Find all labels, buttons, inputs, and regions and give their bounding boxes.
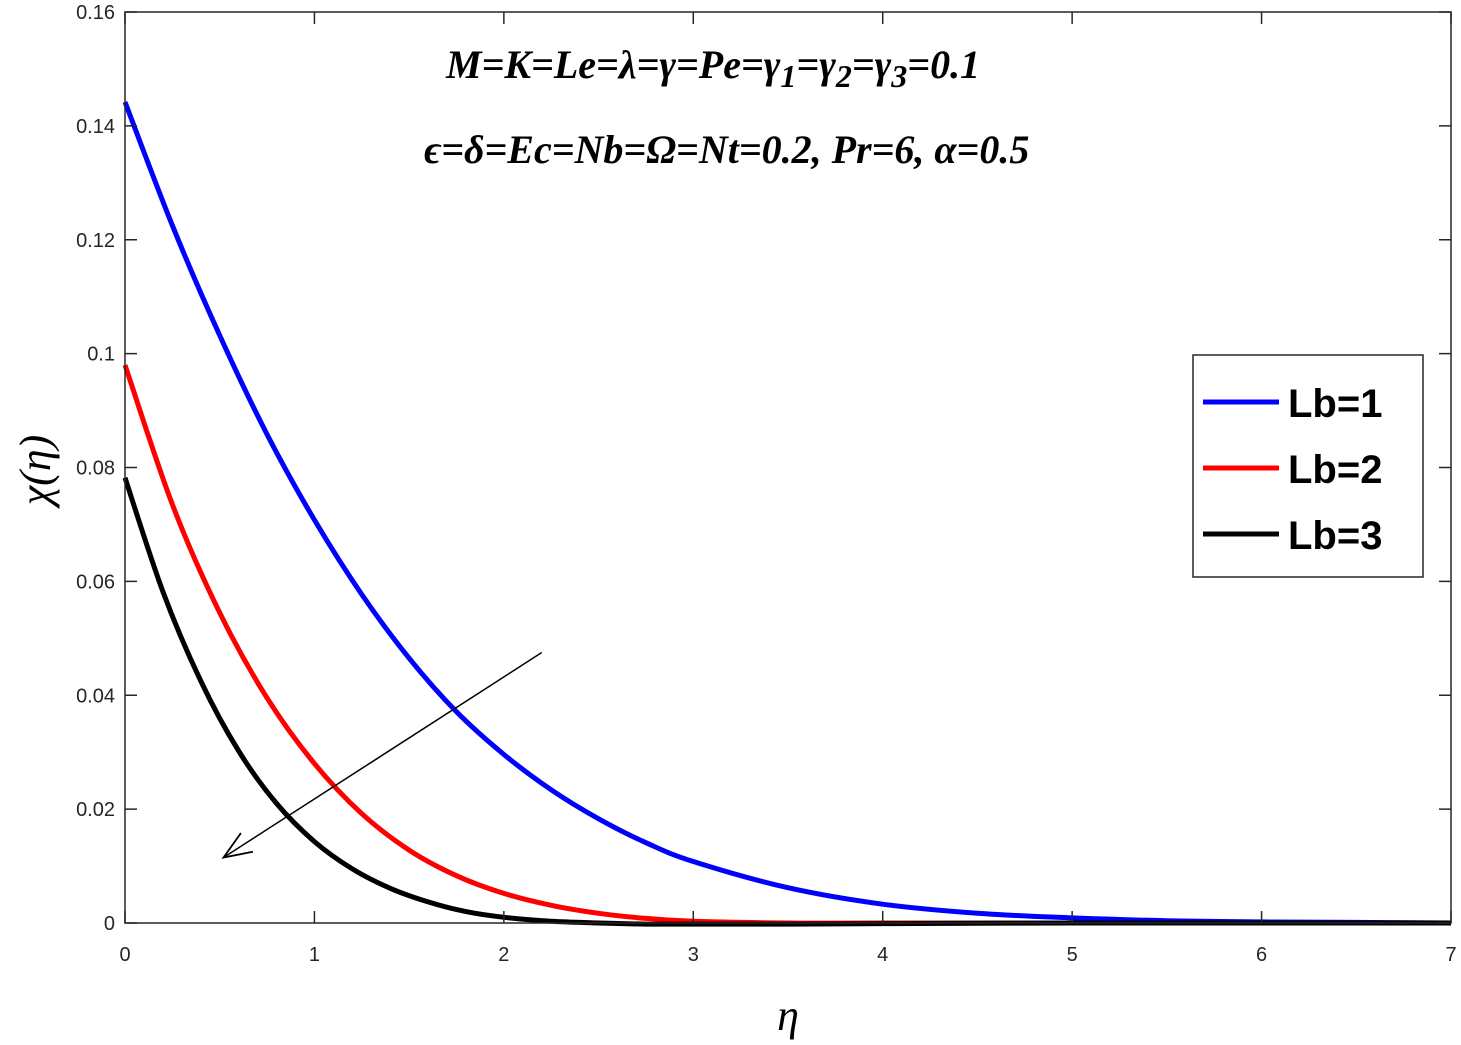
series-line-1 — [122, 101, 1452, 926]
y-tick-label: 0 — [104, 913, 115, 935]
x-tick-label: 5 — [1067, 944, 1078, 966]
x-tick-label: 4 — [877, 944, 888, 966]
y-tick-label: 0.04 — [76, 685, 115, 707]
y-tick-label: 0.14 — [76, 116, 115, 138]
y-tick-label: 0.02 — [76, 799, 115, 821]
legend-label-2: Lb=2 — [1288, 448, 1382, 492]
y-tick-label: 0.06 — [76, 571, 115, 593]
x-tick-label: 1 — [309, 944, 320, 966]
legend-label-3: Lb=3 — [1288, 514, 1382, 558]
y-tick-label: 0.08 — [76, 458, 115, 480]
y-axis-label: χ(η) — [11, 435, 60, 510]
y-tick-label: 0.12 — [76, 230, 115, 252]
arrow-layer — [221, 651, 543, 859]
parameter-annotation-1: M=K=Le=λ=γ=Pe=γ1=γ2=γ3=0.1 — [445, 42, 980, 94]
x-tick-label: 7 — [1445, 944, 1456, 966]
trend-arrow-head — [221, 832, 254, 859]
x-axis-label: η — [777, 991, 799, 1040]
legend: Lb=1 Lb=2 Lb=3 — [1192, 354, 1424, 578]
tick-layer: 0 1 2 3 4 5 6 7 0 0.02 0.04 0.06 0.08 0.1 0.12 0.14 0.16 — [76, 2, 1457, 966]
x-tick-label: 6 — [1256, 944, 1267, 966]
legend-label-1: Lb=1 — [1288, 382, 1382, 426]
parameter-annotation-2: ϵ=δ=Ec=Nb=Ω=Nt=0.2, Pr=6, α=0.5 — [424, 127, 1029, 172]
trend-arrow-line — [223, 651, 543, 859]
x-tick-label: 3 — [688, 944, 699, 966]
x-tick-label: 0 — [119, 944, 130, 966]
x-tick-label: 2 — [498, 944, 509, 966]
y-tick-label: 0.1 — [87, 344, 115, 366]
y-tick-label: 0.16 — [76, 2, 115, 24]
